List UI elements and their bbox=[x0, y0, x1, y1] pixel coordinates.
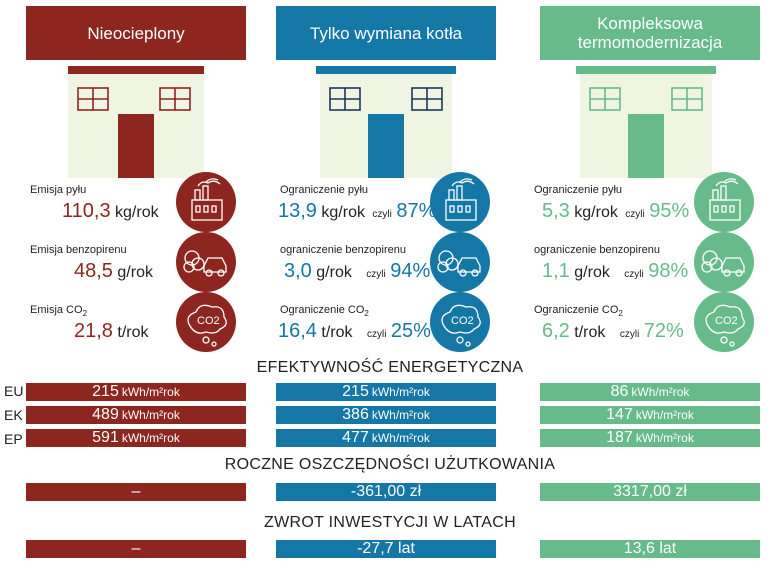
metric-benzopyrene: ograniczenie benzopirenu 1,1 g/rok czyli… bbox=[534, 232, 760, 298]
row-label-ep: EP bbox=[4, 431, 23, 447]
metric-dust: Emisja pyłu 110,3 kg/rok bbox=[26, 172, 246, 238]
metric-value: 6,2 bbox=[542, 320, 570, 342]
metric-czyli: czyli bbox=[625, 209, 645, 220]
metric-label: Ograniczenie CO2 bbox=[280, 304, 369, 319]
metric-value: 3,0 bbox=[284, 260, 312, 282]
column-title: Tylko wymiana kotła bbox=[309, 23, 463, 43]
metric-benzopyrene: ograniczenie benzopirenu 3,0 g/rok czyli… bbox=[276, 232, 496, 298]
metric-label: Emisja CO2 bbox=[30, 304, 88, 319]
payback-heading: ZWROT INWESTYCJI W LATACH bbox=[264, 514, 516, 531]
metric-czyli: czyli bbox=[619, 329, 640, 340]
row-label-ek: EK bbox=[4, 407, 23, 423]
metric-label: Emisja benzopirenu bbox=[30, 244, 127, 256]
column-kompleksowa-termomodernizacja: Kompleksowa termomodernizacja Ograniczeni… bbox=[534, 0, 760, 568]
savings-kociol: -361,00 zł bbox=[276, 483, 496, 501]
metric-value: 110,3 bbox=[62, 200, 111, 222]
energy-ek-termo: 147 kWh/m²rok bbox=[540, 406, 760, 424]
metric-co2: Emisja CO2 21,8 t/rok CO2 bbox=[26, 292, 246, 358]
energy-eu-termo: 86 kWh/m²rok bbox=[540, 383, 760, 401]
metric-unit: kg/rok bbox=[574, 204, 618, 221]
metric-percent: 98% bbox=[648, 260, 689, 282]
metric-unit: kg/rok bbox=[321, 204, 365, 221]
metric-czyli: czyli bbox=[366, 329, 387, 340]
column-header: Kompleksowa termomodernizacja bbox=[540, 6, 760, 60]
metric-unit: t/rok bbox=[321, 324, 353, 341]
metric-co2: Ograniczenie CO2 16,4 t/rok czyli 25% CO… bbox=[276, 292, 496, 358]
metric-percent: 72% bbox=[643, 320, 684, 342]
co2-cloud-icon: CO2 bbox=[430, 292, 490, 352]
metric-czyli: czyli bbox=[372, 209, 392, 220]
energy-eu-nieocieplony: 215 kWh/m²rok bbox=[26, 383, 246, 401]
metric-label: ograniczenie benzopirenu bbox=[534, 244, 660, 256]
metric-unit: g/rok bbox=[117, 264, 153, 281]
metric-czyli: czyli bbox=[624, 269, 644, 280]
metric-unit: g/rok bbox=[574, 264, 610, 281]
metric-percent: 94% bbox=[390, 260, 431, 282]
car-exhaust-icon bbox=[176, 232, 236, 292]
energy-heading: EFEKTYWNOŚĆ ENERGETYCZNA bbox=[256, 359, 524, 376]
car-exhaust-icon bbox=[694, 232, 754, 292]
energy-ep-nieocieplony: 591 kWh/m²rok bbox=[26, 429, 246, 447]
house-illustration bbox=[68, 66, 204, 178]
metric-label: Emisja pyłu bbox=[30, 184, 87, 196]
house-illustration bbox=[316, 66, 456, 178]
payback-nieocieplony: – bbox=[26, 540, 246, 558]
metric-value: 1,1 bbox=[542, 260, 570, 282]
metric-value: 5,3 bbox=[542, 200, 570, 222]
metric-benzopyrene: Emisja benzopirenu 48,5 g/rok bbox=[26, 232, 246, 298]
metric-percent: 95% bbox=[649, 200, 690, 222]
savings-termo: 3317,00 zł bbox=[540, 483, 760, 501]
metric-value: 21,8 bbox=[74, 320, 113, 342]
factory-icon bbox=[430, 172, 490, 232]
energy-eu-kociol: 215 kWh/m²rok bbox=[276, 383, 496, 401]
column-title-line1: Kompleksowa bbox=[597, 14, 703, 33]
metric-unit: kg/rok bbox=[115, 204, 159, 221]
svg-text:CO2: CO2 bbox=[451, 315, 474, 327]
metric-label: ograniczenie benzopirenu bbox=[280, 244, 406, 256]
payback-kociol: -27,7 lat bbox=[276, 540, 496, 558]
metric-dust: Ograniczenie pyłu 5,3 kg/rok czyli 95% bbox=[534, 172, 760, 238]
metric-value: 48,5 bbox=[74, 260, 113, 282]
energy-ep-termo: 187 kWh/m²rok bbox=[540, 429, 760, 447]
metric-percent: 25% bbox=[390, 320, 431, 342]
column-tylko-wymiana-kotla: Tylko wymiana kotła Ograniczenie pyłu 13… bbox=[276, 0, 496, 568]
column-header: Nieocieplony bbox=[26, 6, 246, 60]
metric-label: Ograniczenie pyłu bbox=[280, 184, 369, 196]
column-title-line2: termomodernizacja bbox=[577, 33, 723, 52]
column-header: Tylko wymiana kotła bbox=[276, 6, 496, 60]
payback-termo: 13,6 lat bbox=[540, 540, 760, 558]
car-exhaust-icon bbox=[430, 232, 490, 292]
metric-unit: t/rok bbox=[117, 324, 149, 341]
factory-icon bbox=[694, 172, 754, 232]
metric-dust: Ograniczenie pyłu 13,9 kg/rok czyli 87% bbox=[276, 172, 496, 238]
metric-value: 16,4 bbox=[278, 320, 317, 342]
savings-nieocieplony: – bbox=[26, 483, 246, 501]
energy-ep-kociol: 477 kWh/m²rok bbox=[276, 429, 496, 447]
column-nieocieplony: Nieocieplony Emisja pyłu 110,3 kg/rok Em… bbox=[26, 0, 246, 568]
co2-cloud-icon: CO2 bbox=[694, 292, 754, 352]
column-title: Nieocieplony bbox=[87, 23, 185, 43]
energy-ek-nieocieplony: 489 kWh/m²rok bbox=[26, 406, 246, 424]
metric-czyli: czyli bbox=[366, 269, 386, 280]
svg-text:CO2: CO2 bbox=[715, 315, 738, 327]
metric-unit: g/rok bbox=[316, 264, 352, 281]
house-illustration bbox=[576, 66, 716, 178]
co2-cloud-icon: CO2 bbox=[176, 292, 236, 352]
savings-heading: ROCZNE OSZCZĘDNOŚCI UŻUTKOWANIA bbox=[224, 456, 556, 473]
metric-value: 13,9 bbox=[278, 200, 317, 222]
metric-label: Ograniczenie CO2 bbox=[534, 304, 623, 319]
metric-label: Ograniczenie pyłu bbox=[534, 184, 623, 196]
factory-icon bbox=[176, 172, 236, 232]
metric-unit: t/rok bbox=[574, 324, 606, 341]
metric-co2: Ograniczenie CO2 6,2 t/rok czyli 72% CO2 bbox=[534, 292, 760, 358]
metric-percent: 87% bbox=[396, 200, 437, 222]
energy-ek-kociol: 386 kWh/m²rok bbox=[276, 406, 496, 424]
svg-text:CO2: CO2 bbox=[197, 315, 220, 327]
row-label-eu: EU bbox=[4, 383, 24, 399]
